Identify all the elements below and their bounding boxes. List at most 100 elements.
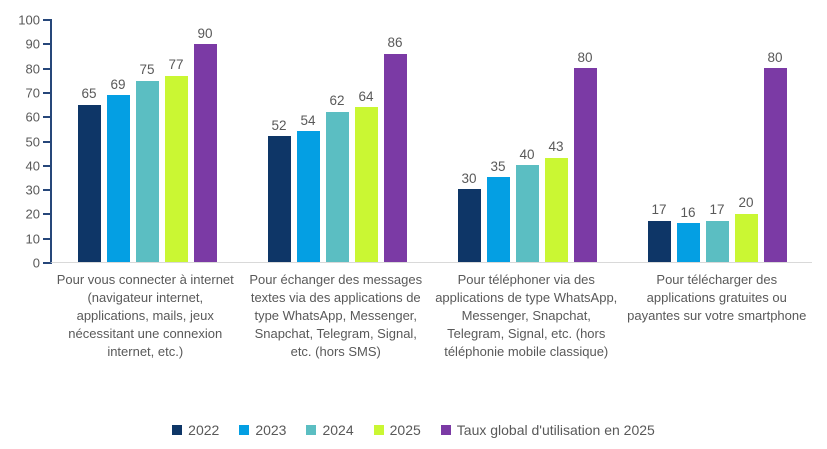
legend-label: 2024 bbox=[322, 422, 354, 438]
legend-label: 2022 bbox=[188, 422, 220, 438]
legend-swatch-icon bbox=[440, 425, 451, 435]
bar bbox=[135, 80, 159, 262]
bar-value-label: 80 bbox=[577, 49, 593, 65]
bar-wrap: 65 bbox=[77, 20, 101, 262]
bar-value-label: 17 bbox=[651, 202, 667, 218]
y-tick-label: 80 bbox=[25, 61, 40, 77]
category-label: Pour téléphoner via des applications de … bbox=[435, 272, 618, 359]
bar bbox=[267, 136, 291, 262]
category-label: Pour télécharger des applications gratui… bbox=[627, 272, 807, 323]
bar-wrap: 62 bbox=[325, 20, 349, 262]
y-tick-mark bbox=[43, 164, 52, 167]
bar bbox=[676, 223, 700, 262]
bar-wrap: 75 bbox=[135, 20, 159, 262]
bar-value-label: 86 bbox=[387, 35, 403, 51]
bar-value-label: 35 bbox=[490, 158, 506, 174]
bar-value-label: 62 bbox=[329, 93, 345, 109]
bar-wrap: 43 bbox=[544, 20, 568, 262]
bar-wrap: 40 bbox=[515, 20, 539, 262]
y-tick-label: 40 bbox=[25, 158, 40, 174]
bar-value-label: 17 bbox=[709, 202, 725, 218]
bar-wrap: 86 bbox=[383, 20, 407, 262]
y-tick-mark bbox=[43, 213, 52, 216]
y-tick-label: 30 bbox=[25, 182, 40, 198]
bar-wrap: 80 bbox=[763, 20, 787, 262]
bar-wrap: 69 bbox=[106, 20, 130, 262]
bar bbox=[763, 68, 787, 262]
bar-group: 17 16 17 20 80 bbox=[622, 20, 812, 262]
bar-group: 52 54 62 64 86 bbox=[242, 20, 432, 262]
y-tick-label: 50 bbox=[25, 134, 40, 149]
bar-value-label: 90 bbox=[197, 25, 213, 41]
legend-item: 2024 bbox=[306, 422, 354, 438]
bar-wrap: 54 bbox=[296, 20, 320, 262]
x-axis-category-labels: Pour vous connecter à internet (navigate… bbox=[50, 271, 812, 361]
bar-value-label: 52 bbox=[271, 117, 287, 133]
bar bbox=[383, 53, 407, 262]
bar-wrap: 17 bbox=[647, 20, 671, 262]
bar bbox=[296, 131, 320, 262]
legend-swatch-icon bbox=[239, 425, 250, 435]
bar bbox=[164, 75, 188, 262]
bar bbox=[515, 165, 539, 262]
bar-group: 30 35 40 43 80 bbox=[432, 20, 622, 262]
bar-value-label: 75 bbox=[139, 62, 155, 77]
bar-value-label: 69 bbox=[110, 76, 126, 92]
bar-value-label: 54 bbox=[300, 112, 316, 128]
bar-wrap: 30 bbox=[457, 20, 481, 262]
bar-value-label: 16 bbox=[680, 204, 696, 220]
plot-area: 65 69 75 77 90 52 54 62 64 86 30 35 40 43 80 17 16 17 20 80 bbox=[50, 20, 812, 263]
bar-value-label: 43 bbox=[548, 139, 564, 155]
bar bbox=[734, 213, 758, 262]
legend-swatch-icon bbox=[306, 425, 317, 435]
y-tick-mark bbox=[43, 237, 52, 240]
bar bbox=[193, 44, 217, 262]
bar-wrap: 17 bbox=[705, 20, 729, 262]
bar-value-label: 20 bbox=[738, 195, 754, 211]
y-tick-label: 70 bbox=[25, 85, 40, 101]
category-label: Pour vous connecter à internet (navigate… bbox=[56, 272, 234, 359]
y-tick-label: 60 bbox=[25, 109, 40, 125]
y-tick-label: 90 bbox=[25, 36, 40, 52]
bar-value-label: 30 bbox=[461, 170, 477, 186]
bar-wrap: 16 bbox=[676, 20, 700, 262]
y-tick-mark bbox=[43, 116, 52, 119]
legend-swatch-icon bbox=[172, 425, 183, 435]
bar bbox=[325, 111, 349, 262]
bar-wrap: 80 bbox=[573, 20, 597, 262]
bar bbox=[354, 107, 378, 262]
bar bbox=[573, 68, 597, 262]
bar-value-label: 80 bbox=[767, 49, 783, 65]
y-tick-mark bbox=[43, 43, 52, 46]
y-tick-mark bbox=[43, 19, 52, 21]
bar-wrap: 77 bbox=[164, 20, 188, 262]
category-label: Pour échanger des messages textes via de… bbox=[249, 272, 423, 359]
bar-value-label: 64 bbox=[358, 88, 374, 104]
bar-wrap: 64 bbox=[354, 20, 378, 262]
legend-item: Taux global d'utilisation en 2025 bbox=[440, 423, 655, 437]
y-tick-label: 100 bbox=[18, 12, 40, 28]
y-tick-mark bbox=[43, 189, 52, 192]
bar-wrap: 90 bbox=[193, 20, 217, 262]
bar-wrap: 20 bbox=[734, 20, 758, 262]
legend-label: 2025 bbox=[389, 422, 421, 438]
y-tick-label: 0 bbox=[32, 255, 40, 271]
chart-legend: 2022 2023 2024 2025 Taux global d'utilisatio… bbox=[0, 423, 827, 437]
bar-group: 65 69 75 77 90 bbox=[52, 20, 242, 262]
y-tick-mark bbox=[43, 91, 52, 94]
bar-value-label: 40 bbox=[519, 146, 535, 162]
bar bbox=[457, 189, 481, 262]
y-axis-labels: 0 10 20 30 40 50 60 70 80 90 100 bbox=[0, 14, 40, 270]
legend-item: 2023 bbox=[239, 423, 286, 437]
bar-wrap: 35 bbox=[486, 20, 510, 262]
bar bbox=[486, 177, 510, 262]
bar-wrap: 52 bbox=[267, 20, 291, 262]
legend-item: 2022 bbox=[172, 423, 219, 437]
y-tick-mark bbox=[43, 67, 52, 70]
bar bbox=[705, 220, 729, 262]
bar bbox=[77, 104, 101, 262]
bar bbox=[544, 157, 568, 262]
bar bbox=[647, 220, 671, 262]
bar-value-label: 65 bbox=[81, 86, 97, 102]
